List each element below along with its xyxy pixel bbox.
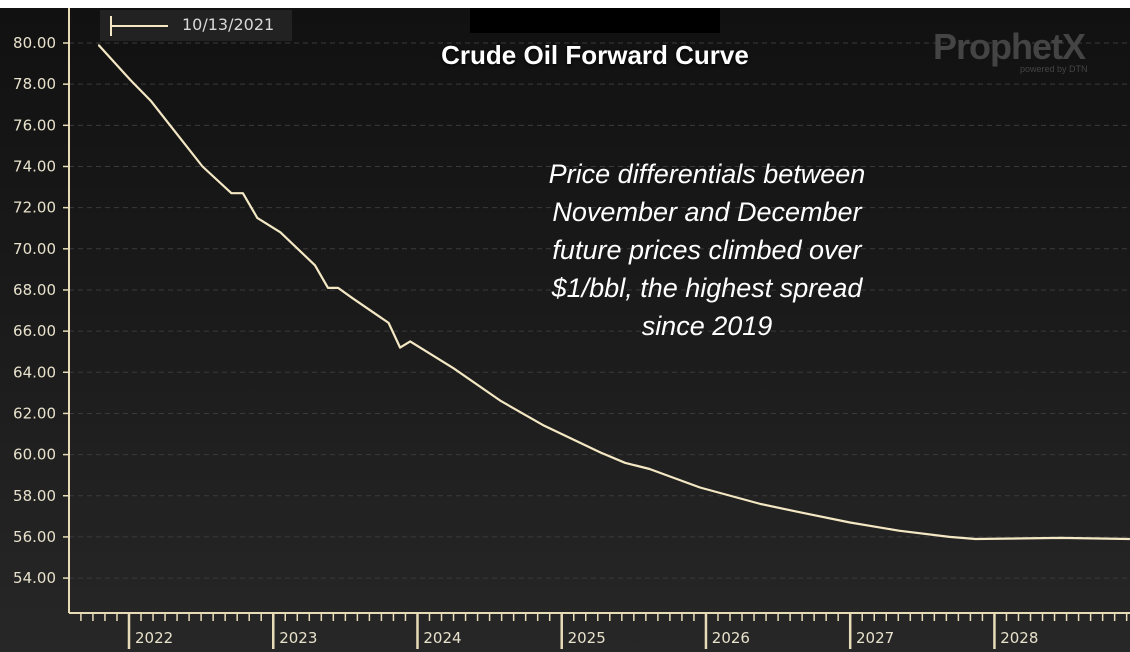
y-tick-label: 78.00 <box>13 75 56 93</box>
data-point <box>849 521 851 524</box>
x-tick-label: 2028 <box>1000 629 1038 647</box>
data-point <box>314 264 316 267</box>
series-line-10-13-2021 <box>97 44 1130 541</box>
data-point <box>759 503 762 505</box>
x-tick-label: 2023 <box>279 629 317 647</box>
redacted-box <box>470 8 720 33</box>
data-point <box>948 536 951 538</box>
data-point <box>201 165 204 168</box>
y-tick-label: 80.00 <box>13 34 56 52</box>
x-tick-label: 2024 <box>423 629 461 647</box>
y-tick-label: 56.00 <box>13 528 56 546</box>
data-point <box>97 44 100 46</box>
data-point <box>337 287 339 289</box>
data-point <box>129 79 132 81</box>
annotation-line: since 2019 <box>641 311 773 341</box>
prophetx-logo: ProphetX <box>933 26 1086 67</box>
data-point <box>699 486 701 489</box>
data-point <box>256 217 259 219</box>
y-tick-label: 72.00 <box>13 199 56 217</box>
annotation-line: Price differentials between <box>548 159 866 189</box>
data-point <box>543 424 546 427</box>
y-tick-label: 74.00 <box>13 157 56 175</box>
chart-area <box>0 8 1130 652</box>
data-point <box>624 462 626 464</box>
data-point <box>399 346 401 349</box>
legend[interactable]: 10/13/2021 <box>100 10 292 41</box>
x-tick-label: 2025 <box>568 629 606 647</box>
x-tick-label: 2026 <box>712 629 750 647</box>
y-tick-label: 70.00 <box>13 240 56 258</box>
data-point <box>409 340 411 343</box>
logo-subtitle: powered by DTN <box>1020 64 1088 74</box>
y-tick-label: 64.00 <box>13 363 56 381</box>
x-tick-label: 2022 <box>135 629 173 647</box>
data-point <box>351 297 354 299</box>
data-point <box>599 451 602 454</box>
data-point <box>1059 537 1062 539</box>
data-point <box>242 192 244 195</box>
annotation-line: future prices climbed over <box>552 235 862 265</box>
legend-swatch <box>110 25 168 27</box>
y-tick-label: 62.00 <box>13 404 56 422</box>
y-tick-label: 58.00 <box>13 487 56 505</box>
chart-title: Crude Oil Forward Curve <box>441 40 749 70</box>
annotation: Price differentials between November and… <box>497 155 917 345</box>
data-point <box>149 99 152 102</box>
y-tick-label: 54.00 <box>13 569 56 587</box>
legend-label: 10/13/2021 <box>182 15 275 34</box>
data-point <box>327 287 329 289</box>
data-point <box>230 192 233 195</box>
annotation-line: November and December <box>552 197 862 227</box>
y-tick-label: 68.00 <box>13 281 56 299</box>
data-point <box>500 400 502 402</box>
x-tick-label: 2027 <box>856 629 894 647</box>
data-point <box>898 529 900 532</box>
y-tick-label: 66.00 <box>13 322 56 340</box>
data-point <box>974 538 977 540</box>
data-point <box>648 468 651 470</box>
y-tick-label: 60.00 <box>13 446 56 464</box>
data-point <box>387 322 390 324</box>
data-point <box>279 231 282 234</box>
y-tick-label: 76.00 <box>13 116 56 134</box>
data-point <box>452 367 455 369</box>
data-point <box>798 511 801 514</box>
annotation-line: $1/bbl, the highest spread <box>551 273 863 303</box>
